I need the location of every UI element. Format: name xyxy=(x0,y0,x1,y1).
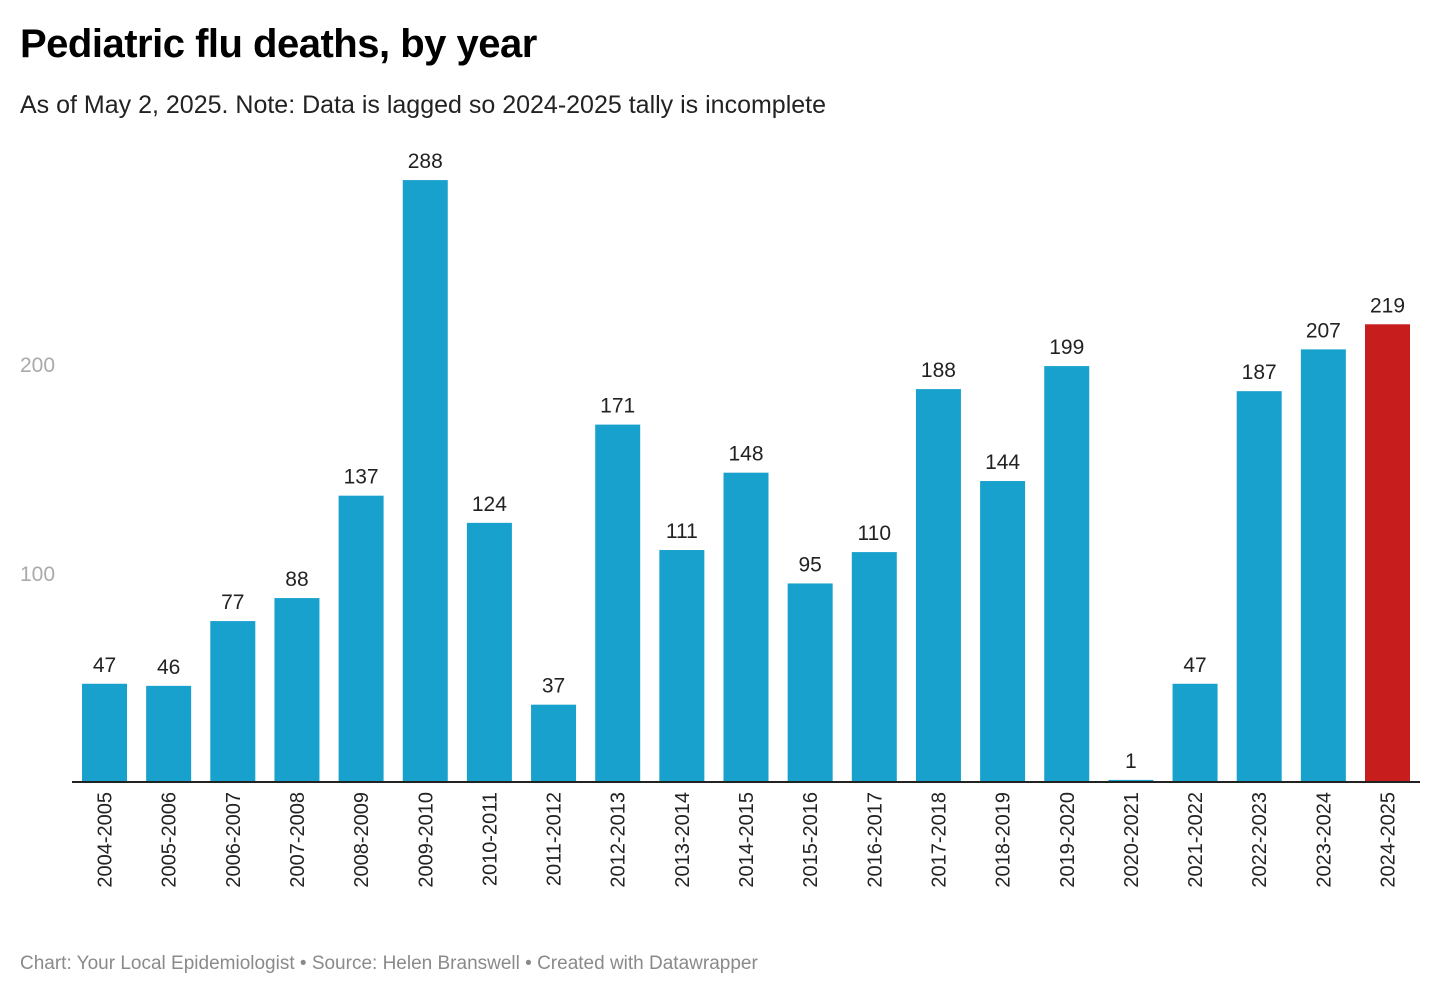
x-tick-label: 2023-2024 xyxy=(1313,792,1335,888)
chart-subtitle: As of May 2, 2025. Note: Data is lagged … xyxy=(20,91,827,119)
x-tick-label: 2020-2021 xyxy=(1121,792,1143,888)
x-tick-label: 2016-2017 xyxy=(864,792,886,888)
bar xyxy=(338,495,384,782)
x-tick-label: 2024-2025 xyxy=(1378,792,1400,888)
bar xyxy=(980,481,1026,782)
data-label: 47 xyxy=(93,654,116,677)
data-label: 199 xyxy=(1049,336,1084,359)
x-tick-label: 2007-2008 xyxy=(287,792,309,888)
bar xyxy=(1365,324,1410,782)
x-tick-label: 2004-2005 xyxy=(95,792,117,888)
data-label: 111 xyxy=(666,520,698,543)
bar xyxy=(1108,779,1154,782)
data-label: 144 xyxy=(985,451,1020,474)
chart-title: Pediatric flu deaths, by year xyxy=(20,22,537,66)
data-label: 46 xyxy=(157,656,180,679)
data-label: 77 xyxy=(221,591,244,614)
bar xyxy=(531,704,577,782)
x-tick-label: 2009-2010 xyxy=(415,792,437,888)
bar xyxy=(146,685,192,782)
data-label: 110 xyxy=(858,522,891,545)
x-tick-label: 2022-2023 xyxy=(1249,792,1271,888)
chart-footer: Chart: Your Local Epidemiologist • Sourc… xyxy=(20,953,758,974)
x-tick-label: 2017-2018 xyxy=(928,792,950,888)
data-label: 47 xyxy=(1183,654,1206,677)
y-tick-label: 200 xyxy=(20,354,55,377)
data-label: 1 xyxy=(1125,750,1137,773)
x-tick-label: 2008-2009 xyxy=(351,792,373,888)
x-tick-label: 2010-2011 xyxy=(479,792,501,886)
x-tick-label: 2006-2007 xyxy=(223,792,245,888)
bar xyxy=(851,552,897,782)
bar xyxy=(1172,683,1218,782)
data-label: 188 xyxy=(921,359,956,382)
bar xyxy=(915,389,961,782)
x-tick-label: 2015-2016 xyxy=(800,792,822,888)
x-tick-label: 2011-2012 xyxy=(544,792,566,886)
bar xyxy=(1300,349,1346,782)
bar xyxy=(659,550,705,782)
bar xyxy=(402,180,448,782)
bar xyxy=(1044,366,1090,782)
data-label: 148 xyxy=(728,443,763,466)
data-label: 88 xyxy=(285,568,308,591)
data-label: 95 xyxy=(798,553,821,576)
data-label: 137 xyxy=(344,466,379,489)
bar xyxy=(82,683,127,782)
bar xyxy=(274,598,320,782)
x-tick-label: 2019-2020 xyxy=(1057,792,1079,888)
data-label: 171 xyxy=(600,395,635,418)
data-label: 219 xyxy=(1370,294,1405,317)
bar xyxy=(723,472,769,782)
y-tick-label: 100 xyxy=(20,563,55,586)
data-label: 187 xyxy=(1242,361,1277,384)
data-label: 207 xyxy=(1306,319,1341,342)
x-tick-label: 2018-2019 xyxy=(993,792,1015,888)
data-label: 288 xyxy=(408,150,443,173)
bar xyxy=(595,424,641,782)
x-tick-label: 2021-2022 xyxy=(1185,792,1207,888)
data-label: 124 xyxy=(472,493,507,516)
x-tick-label: 2005-2006 xyxy=(159,792,181,888)
bar xyxy=(787,583,833,782)
x-tick-label: 2014-2015 xyxy=(736,792,758,888)
data-label: 37 xyxy=(542,675,565,698)
bar xyxy=(210,621,256,782)
bar xyxy=(1236,391,1282,782)
x-tick-label: 2013-2014 xyxy=(672,792,694,888)
bar xyxy=(466,522,512,782)
x-tick-label: 2012-2013 xyxy=(608,792,630,888)
